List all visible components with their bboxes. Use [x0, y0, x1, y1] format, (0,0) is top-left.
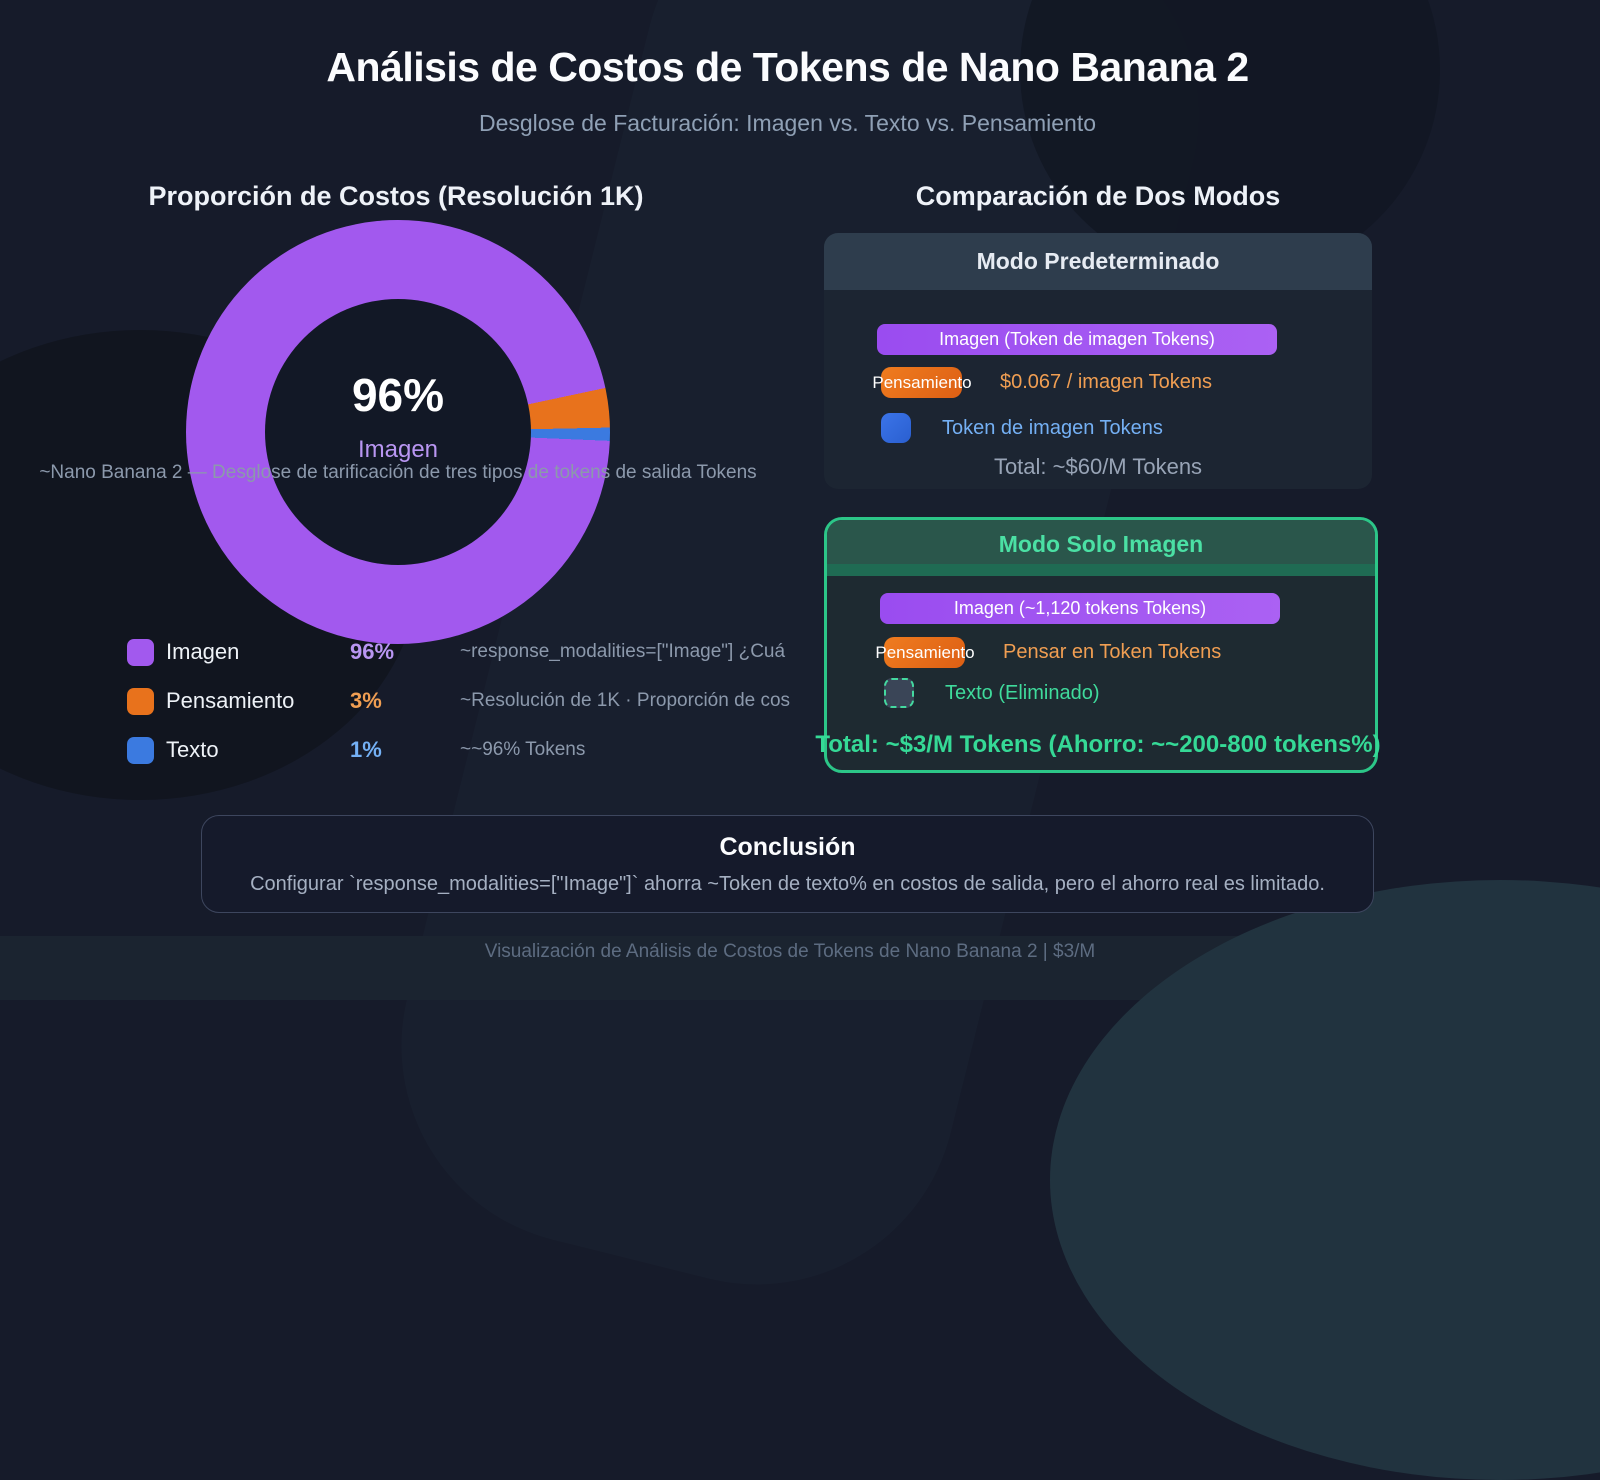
donut-center-text: 96% Imagen — [186, 368, 610, 464]
text-token-row: Token de imagen Tokens — [881, 413, 1372, 443]
pensamiento-swatch-icon — [127, 687, 154, 715]
chart-legend: Imagen 96% ~response_modalities=["Image"… — [127, 637, 790, 784]
legend-row-texto: Texto 1% ~~96% Tokens — [127, 735, 790, 765]
pensamiento-label: Pensamiento — [875, 643, 975, 662]
legend-row-pensamiento: Pensamiento 3% ~Resolución de 1K · Propo… — [127, 686, 790, 716]
donut-center-value: 96% — [351, 369, 445, 421]
card-default-mode-title: Modo Predeterminado — [824, 233, 1372, 290]
legend-row-imagen: Imagen 96% ~response_modalities=["Image"… — [127, 637, 790, 667]
cost-breakdown-title: Proporción de Costos (Resolución 1K) — [148, 181, 644, 211]
text-removed-label: Texto (Eliminado) — [945, 682, 1100, 704]
card-header-band — [827, 564, 1375, 576]
text-token-swatch-icon — [881, 413, 911, 443]
image-token-pill: Imagen (Token de imagen Tokens) — [877, 324, 1277, 355]
page-subtitle: Desglose de Facturación: Imagen vs. Text… — [478, 110, 1097, 136]
donut-chart: 96% Imagen — [186, 220, 610, 644]
card-image-only-mode: Modo Solo Imagen Imagen (~1,120 tokens T… — [824, 517, 1378, 773]
page-root: { "colors": { "purple": "#a259ee", "purp… — [0, 44, 1600, 1480]
legend-label: Imagen — [166, 639, 240, 664]
legend-value: 1% — [350, 737, 382, 762]
pensamiento-label: Pensamiento — [872, 373, 972, 392]
thinking-row: Pensamiento $0.067 / imagen Tokens — [824, 367, 1372, 398]
legend-label: Texto — [166, 737, 219, 762]
text-token-label: Token de imagen Tokens — [942, 417, 1163, 439]
comparison-title: Comparación de Dos Modos — [915, 181, 1281, 211]
legend-description: ~Resolución de 1K · Proporción de cos — [460, 690, 791, 711]
chart-caption: ~Nano Banana 2 — Desglose de tarificació… — [39, 462, 757, 483]
legend-value: 3% — [350, 688, 382, 713]
footer-caption: Visualización de Análisis de Costos de T… — [484, 941, 1096, 962]
pensamiento-pill — [884, 637, 965, 668]
donut-center-label: Imagen — [357, 436, 439, 463]
legend-description: ~~96% Tokens — [460, 739, 586, 760]
image-token-pill: Imagen (~1,120 tokens Tokens) — [880, 593, 1280, 624]
donut-hole — [265, 299, 531, 565]
pensamiento-pill — [881, 367, 962, 398]
conclusion-text: Configurar `response_modalities=["Image"… — [250, 873, 1325, 895]
thinking-price: Pensar en Token Tokens — [1003, 641, 1222, 663]
legend-label: Pensamiento — [166, 688, 295, 713]
text-token-row: Texto (Eliminado) — [884, 678, 1375, 708]
card-image-only-mode-title: Modo Solo Imagen — [827, 520, 1375, 564]
conclusion-title: Conclusión — [719, 833, 856, 861]
legend-description: ~response_modalities=["Image"] ¿Cuá — [460, 641, 786, 662]
card-default-mode: Modo Predeterminado Imagen (Token de ima… — [824, 233, 1372, 489]
thinking-price: $0.067 / imagen Tokens — [1000, 371, 1213, 393]
imagen-swatch-icon — [127, 638, 154, 666]
text-removed-swatch-icon — [884, 678, 914, 708]
conclusion-box: Conclusión Configurar `response_modaliti… — [201, 815, 1374, 913]
thinking-row: Pensamiento Pensar en Token Tokens — [827, 637, 1375, 668]
legend-value: 96% — [350, 639, 395, 664]
page-title: Análisis de Costos de Tokens de Nano Ban… — [326, 44, 1249, 90]
texto-swatch-icon — [127, 736, 154, 764]
